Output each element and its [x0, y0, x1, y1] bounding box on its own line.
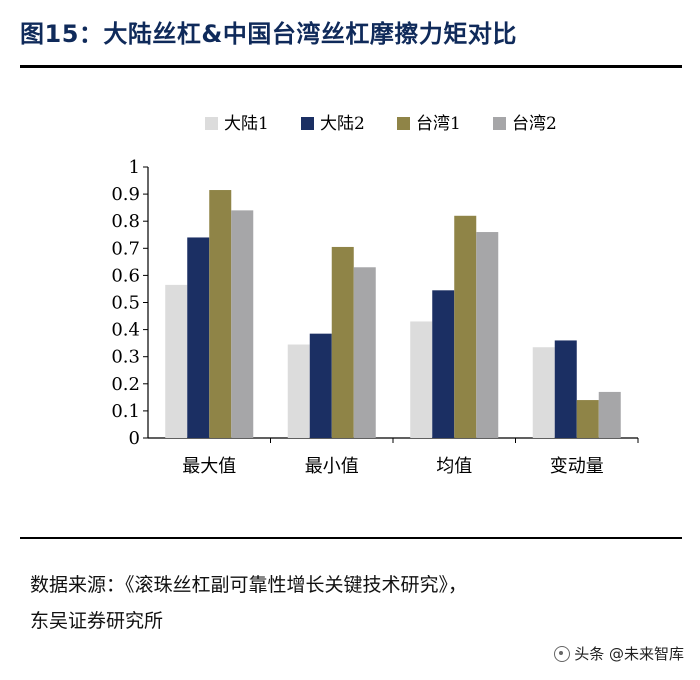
y-tick-label-6: 0.6 [111, 265, 140, 286]
bar-0-3 [231, 210, 254, 438]
bar-3-2 [576, 400, 599, 438]
legend-label-2: 台湾1 [416, 114, 461, 134]
bar-1-1 [309, 333, 332, 438]
bar-2-1 [432, 290, 455, 438]
bar-0-0 [165, 284, 188, 438]
y-tick-label-4: 0.4 [111, 320, 140, 341]
bar-3-0 [532, 347, 555, 438]
x-tick-label-1: 最小值 [305, 456, 359, 477]
y-tick-label-8: 0.8 [111, 211, 140, 232]
bar-2-3 [476, 232, 499, 438]
watermark-text: 头条 @未来智库 [574, 645, 684, 663]
y-tick-label-1: 0.1 [111, 401, 140, 422]
data-source: 数据来源：《滚珠丝杠副可靠性增长关键技术研究》， 东吴证券研究所 [30, 567, 670, 639]
bar-0-2 [209, 190, 232, 438]
legend-swatch-2 [397, 117, 410, 130]
watermark: 头条 @未来智库 [548, 641, 690, 666]
y-tick-label-5: 0.5 [111, 293, 140, 314]
legend-label-0: 大陆1 [224, 114, 269, 134]
x-tick-label-3: 变动量 [550, 456, 604, 477]
top-divider [20, 65, 682, 68]
y-tick-label-9: 0.9 [111, 184, 140, 205]
legend-label-3: 台湾2 [512, 114, 557, 134]
legend-swatch-1 [301, 117, 314, 130]
bar-2-0 [410, 321, 433, 438]
bar-0-1 [187, 237, 210, 438]
legend-swatch-0 [205, 117, 218, 130]
bar-1-3 [353, 267, 376, 438]
x-tick-label-0: 最大值 [182, 456, 236, 477]
bar-3-1 [554, 340, 577, 438]
watermark-icon [554, 645, 571, 662]
x-tick-label-2: 均值 [436, 456, 472, 477]
bar-1-0 [287, 344, 310, 438]
y-tick-label-10: 1 [129, 157, 140, 178]
page-title: 图15：大陆丝杠&中国台湾丝杠摩擦力矩对比 [20, 20, 517, 48]
y-tick-label-7: 0.7 [111, 238, 140, 259]
source-line-1: 数据来源：《滚珠丝杠副可靠性增长关键技术研究》， [30, 574, 468, 596]
y-tick-label-2: 0.2 [111, 374, 140, 395]
bar-chart: 大陆1 大陆2 台湾1 台湾2 0 0.1 0.2 0.3 0.4 0.5 0.6 0.7 0.8 0.9… [111, 114, 639, 477]
legend-swatch-3 [493, 117, 506, 130]
source-line-2: 东吴证券研究所 [30, 610, 164, 632]
bar-3-3 [598, 391, 621, 438]
bar-1-2 [331, 246, 354, 438]
bar-2-2 [454, 215, 477, 438]
y-tick-label-3: 0.3 [111, 347, 140, 368]
bottom-divider [20, 537, 682, 539]
y-tick-label-0: 0 [129, 428, 140, 449]
legend-label-1: 大陆2 [320, 114, 365, 134]
